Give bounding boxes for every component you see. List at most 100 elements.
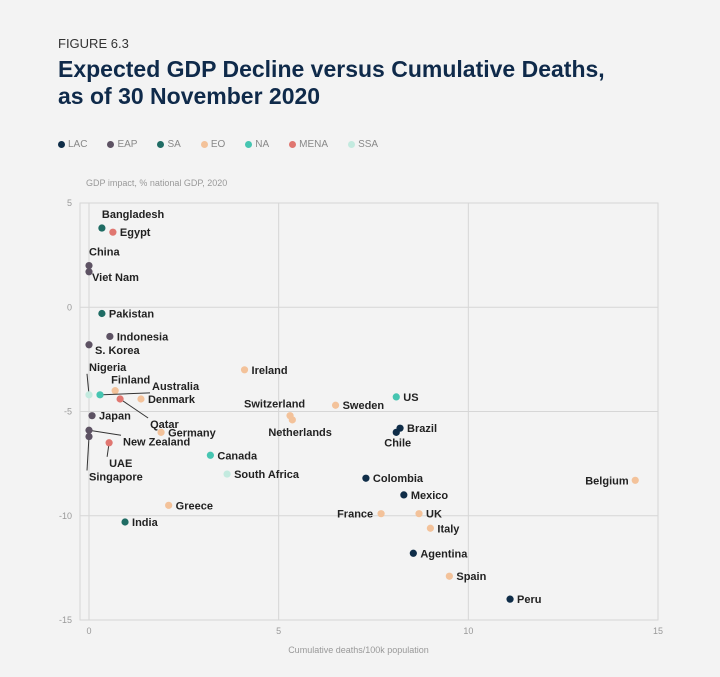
y-tick-label: 5 — [67, 198, 72, 208]
chart-title: Expected GDP Decline versus Cumulative D… — [58, 56, 605, 109]
data-point — [426, 524, 434, 532]
data-point — [157, 428, 165, 436]
legend-marker — [157, 140, 165, 148]
point-label: Ireland — [252, 365, 288, 377]
data-point — [165, 501, 173, 509]
point-label: France — [337, 509, 373, 521]
point-label: Germany — [168, 427, 217, 439]
point-label: New Zealand — [123, 436, 190, 448]
point-label: Bangladesh — [102, 209, 165, 221]
point-label: Greece — [176, 500, 213, 512]
data-point — [392, 393, 400, 401]
legend-item-sa: SA — [157, 139, 181, 150]
data-point — [109, 228, 117, 236]
data-point — [98, 224, 106, 232]
x-tick-label: 10 — [463, 626, 473, 636]
legend-label: LAC — [68, 139, 88, 150]
point-label: S. Korea — [95, 345, 141, 357]
figure-label: FIGURE 6.3 — [58, 36, 129, 51]
point-label: Colombia — [373, 473, 424, 485]
data-point — [409, 549, 417, 557]
legend-item-na: NA — [245, 139, 269, 150]
legend-item-eap: EAP — [107, 139, 137, 150]
data-point — [631, 476, 639, 484]
data-point — [85, 432, 93, 441]
point-label: Qatar — [150, 419, 179, 431]
point-label: Canada — [217, 450, 258, 462]
data-point — [121, 518, 129, 526]
point-label: China — [89, 247, 120, 259]
data-point — [400, 491, 408, 499]
legend-marker — [245, 140, 253, 148]
data-point — [85, 261, 93, 270]
data-point — [415, 510, 423, 518]
point-label: Singapore — [89, 472, 143, 484]
point-label: Spain — [456, 571, 486, 583]
leader-line — [86, 436, 90, 471]
point-label: Nigeria — [89, 362, 127, 374]
data-point — [331, 401, 340, 409]
x-tick-label: 5 — [276, 626, 281, 636]
data-point — [85, 341, 93, 349]
point-label: Peru — [517, 594, 541, 606]
x-axis-label: Cumulative deaths/100k population — [288, 645, 429, 655]
point-label: Sweden — [343, 400, 385, 412]
y-tick-label: -5 — [64, 407, 72, 417]
data-point — [288, 416, 296, 424]
point-label: UAE — [109, 458, 132, 470]
point-label: Netherlands — [268, 427, 332, 439]
point-label: Australia — [152, 381, 200, 393]
data-point — [85, 268, 93, 276]
data-point — [445, 572, 453, 580]
point-label: Mexico — [411, 490, 449, 502]
data-point — [96, 391, 104, 399]
point-label: Egypt — [120, 227, 151, 239]
legend-item-lac: LAC — [58, 139, 87, 150]
point-label: Denmark — [148, 394, 196, 406]
y-axis-label: GDP impact, % national GDP, 2020 — [86, 178, 228, 188]
point-label: Japan — [99, 411, 131, 423]
point-label: South Africa — [234, 469, 300, 481]
legend-marker — [348, 140, 356, 148]
point-label: Switzerland — [244, 399, 305, 411]
legend-label: SSA — [358, 139, 379, 150]
data-point — [85, 391, 93, 399]
point-label: Pakistan — [109, 309, 155, 321]
legend-label: EO — [210, 139, 226, 150]
point-label: Belgium — [585, 475, 629, 487]
point-label: Italy — [437, 523, 460, 535]
leader-line — [99, 392, 151, 396]
data-point — [240, 366, 249, 374]
data-point — [377, 510, 385, 518]
legend-label: MENA — [299, 139, 329, 150]
y-tick-label: 0 — [67, 302, 72, 312]
y-tick-label: -15 — [59, 615, 72, 625]
point-label: India — [132, 517, 159, 529]
data-point — [111, 387, 119, 395]
x-tick-label: 15 — [653, 626, 663, 636]
legend-marker — [58, 140, 65, 148]
data-point — [116, 395, 124, 403]
y-tick-label: -10 — [59, 511, 72, 521]
legend-marker — [289, 140, 297, 148]
legend-item-mena: MENA — [289, 139, 328, 150]
legend: LAC EAP SA EO NA MENA SSA — [58, 139, 378, 150]
point-label: Viet Nam — [92, 272, 139, 284]
data-point — [137, 395, 145, 403]
point-label: US — [403, 392, 418, 404]
data-point — [223, 470, 231, 478]
legend-label: NA — [255, 139, 270, 150]
legend-marker — [107, 140, 115, 148]
x-tick-label: 0 — [86, 626, 91, 636]
data-point — [98, 309, 106, 318]
data-point — [206, 451, 214, 459]
data-point — [85, 426, 93, 434]
leader-line — [119, 398, 149, 419]
data-point — [106, 332, 114, 341]
point-label: Finland — [111, 375, 150, 387]
data-point — [362, 474, 370, 482]
data-point — [392, 428, 400, 436]
point-label: UK — [426, 509, 442, 521]
legend-item-ssa: SSA — [348, 139, 378, 150]
